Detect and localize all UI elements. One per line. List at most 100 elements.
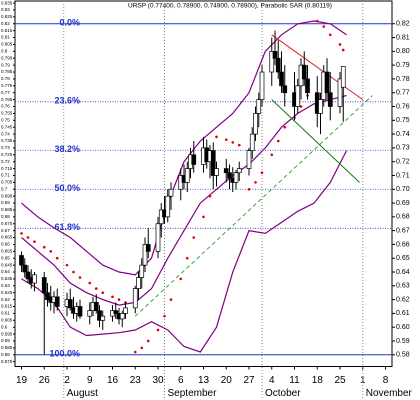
sar-dot bbox=[94, 287, 98, 290]
sar-dot bbox=[338, 43, 342, 46]
y-tick-label: 0.68 bbox=[396, 214, 410, 221]
sar-dot bbox=[33, 240, 36, 243]
candle-body bbox=[119, 313, 125, 320]
candle-body bbox=[305, 78, 310, 94]
y-tick-label: 0.78 bbox=[396, 76, 410, 83]
x-tick-label: 6 bbox=[178, 375, 184, 386]
sar-dot bbox=[192, 236, 196, 239]
y-tick-label: 0.63 bbox=[396, 283, 410, 290]
band-middle bbox=[21, 94, 347, 306]
y-tick-label: 0.77 bbox=[396, 90, 410, 97]
candle-body bbox=[87, 310, 93, 317]
y-tick-label: 0.80 bbox=[396, 48, 410, 55]
y-tick-label: 0.73 bbox=[396, 145, 410, 152]
band-lower bbox=[21, 150, 348, 353]
x-tick-label: 25 bbox=[334, 375, 346, 386]
y-tick-label: 0.70 bbox=[396, 186, 410, 193]
x-tick-label: 2 bbox=[64, 375, 70, 386]
fib-label: 38.2% bbox=[54, 144, 80, 154]
y-tick-label: 0.71 bbox=[396, 172, 410, 179]
y-left-tick-label: 0.67 bbox=[1, 228, 10, 233]
sar-dot bbox=[72, 270, 75, 274]
y-left-tick-label: 0.765 bbox=[1, 97, 13, 102]
candle-body bbox=[184, 168, 190, 183]
candle-body bbox=[67, 299, 73, 309]
sar-dot bbox=[270, 153, 274, 157]
y-left-tick-label: 0.835 bbox=[1, 0, 13, 5]
candle-body bbox=[54, 296, 60, 307]
month-label: October bbox=[265, 388, 301, 399]
sar-dot bbox=[283, 125, 287, 129]
y-left-tick-label: 0.625 bbox=[1, 290, 13, 295]
sar-dot bbox=[163, 314, 166, 318]
sar-dot bbox=[65, 263, 69, 267]
candle-body bbox=[301, 64, 307, 80]
candle-body bbox=[214, 168, 219, 176]
candle-body bbox=[139, 264, 145, 278]
candle-body bbox=[223, 168, 229, 174]
candle-body bbox=[275, 57, 281, 73]
x-tick-label: 4 bbox=[269, 375, 275, 386]
y-left-tick-label: 0.745 bbox=[1, 124, 13, 129]
x-tick-label: 26 bbox=[39, 375, 51, 386]
sar-dot bbox=[341, 48, 345, 52]
y-left-tick-label: 0.83 bbox=[1, 7, 10, 12]
y-left-tick-label: 0.675 bbox=[1, 221, 13, 226]
y-left-tick-label: 0.575 bbox=[1, 359, 13, 364]
sar-dot bbox=[237, 143, 241, 147]
candle-body bbox=[19, 255, 24, 266]
x-tick-label: 16 bbox=[107, 375, 119, 386]
y-left-tick-label: 0.58 bbox=[1, 352, 10, 357]
sar-dot bbox=[42, 245, 46, 249]
y-left-tick-label: 0.62 bbox=[1, 297, 10, 302]
fib-label: 50.0% bbox=[54, 183, 80, 193]
candle-body bbox=[233, 172, 239, 183]
candle-body bbox=[256, 99, 262, 114]
y-tick-label: 0.65 bbox=[396, 255, 410, 262]
candle-body bbox=[155, 223, 161, 252]
sar-dot bbox=[328, 33, 332, 37]
candle-body bbox=[318, 99, 323, 114]
sar-dot bbox=[101, 291, 105, 295]
sar-dot bbox=[55, 256, 59, 260]
sar-dot bbox=[315, 19, 319, 23]
y-left-tick-label: 0.615 bbox=[1, 304, 13, 309]
y-left-tick-label: 0.695 bbox=[1, 193, 13, 198]
x-tick-label: 19 bbox=[16, 375, 28, 386]
sar-dot bbox=[169, 298, 173, 301]
y-left-tick-label: 0.705 bbox=[1, 180, 13, 185]
candle-body bbox=[22, 264, 28, 273]
y-left-tick-label: 0.735 bbox=[1, 138, 13, 143]
candle-body bbox=[77, 306, 83, 317]
candle-body bbox=[113, 310, 119, 314]
sar-dot bbox=[185, 256, 189, 260]
x-tick-label: 27 bbox=[243, 375, 255, 386]
y-left-tick-label: 0.76 bbox=[1, 104, 10, 109]
y-left-tick-label: 0.71 bbox=[1, 173, 10, 178]
y-left-tick-label: 0.755 bbox=[1, 111, 13, 116]
sar-dot bbox=[140, 346, 144, 350]
y-tick-label: 0.67 bbox=[396, 227, 410, 234]
y-tick-label: 0.69 bbox=[396, 200, 410, 207]
x-tick-label: 9 bbox=[87, 375, 93, 386]
candle-body bbox=[32, 274, 37, 284]
candle-body bbox=[45, 292, 50, 300]
sar-dot bbox=[215, 135, 218, 139]
sar-dot bbox=[49, 250, 53, 253]
candle-body bbox=[272, 50, 278, 59]
sar-dot bbox=[299, 105, 303, 108]
month-label: November bbox=[366, 388, 413, 399]
month-label: August bbox=[67, 388, 98, 399]
y-left-tick-label: 0.61 bbox=[1, 311, 10, 316]
y-left-tick-label: 0.665 bbox=[1, 235, 13, 240]
candle-body bbox=[269, 50, 275, 73]
y-left-tick-label: 0.63 bbox=[1, 283, 10, 288]
candle-body bbox=[93, 302, 99, 311]
y-tick-label: 0.66 bbox=[396, 241, 410, 248]
y-left-tick-label: 0.59 bbox=[1, 338, 10, 343]
candle-body bbox=[25, 271, 31, 280]
x-tick-label: 11 bbox=[289, 375, 300, 386]
band-upper bbox=[21, 20, 347, 276]
y-tick-label: 0.76 bbox=[396, 103, 410, 110]
sar-dot bbox=[133, 350, 137, 354]
